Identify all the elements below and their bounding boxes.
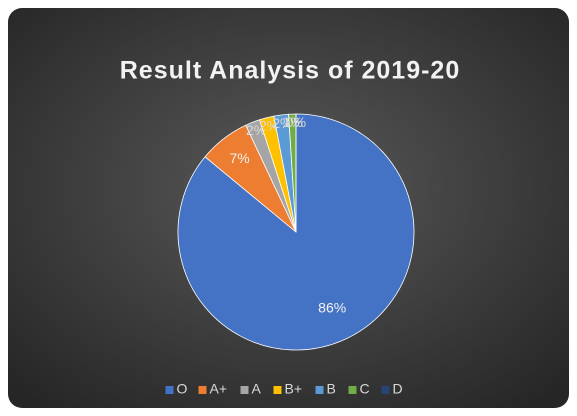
legend-swatch	[348, 386, 357, 394]
data-label: 1%	[282, 114, 302, 130]
data-label: 2%	[259, 118, 279, 134]
data-label: 2%	[272, 115, 292, 131]
legend-swatch	[273, 386, 282, 394]
legend-label: B	[327, 381, 336, 397]
legend-label: D	[393, 381, 403, 397]
legend-label: B+	[285, 381, 303, 397]
data-label: 7%	[229, 150, 249, 166]
data-label: 86%	[318, 300, 346, 316]
legend-swatch	[381, 386, 390, 394]
legend-swatch	[165, 386, 174, 394]
legend-label: A+	[210, 381, 228, 397]
legend-label: A	[252, 381, 262, 397]
legend-swatch	[240, 386, 249, 394]
data-label: 0%	[286, 114, 306, 130]
chart-title: Result Analysis of 2019-20	[120, 57, 461, 85]
legend-swatch	[198, 386, 207, 394]
legend-label: C	[360, 381, 370, 397]
legend-swatch	[315, 386, 324, 394]
legend-label: O	[177, 381, 188, 397]
